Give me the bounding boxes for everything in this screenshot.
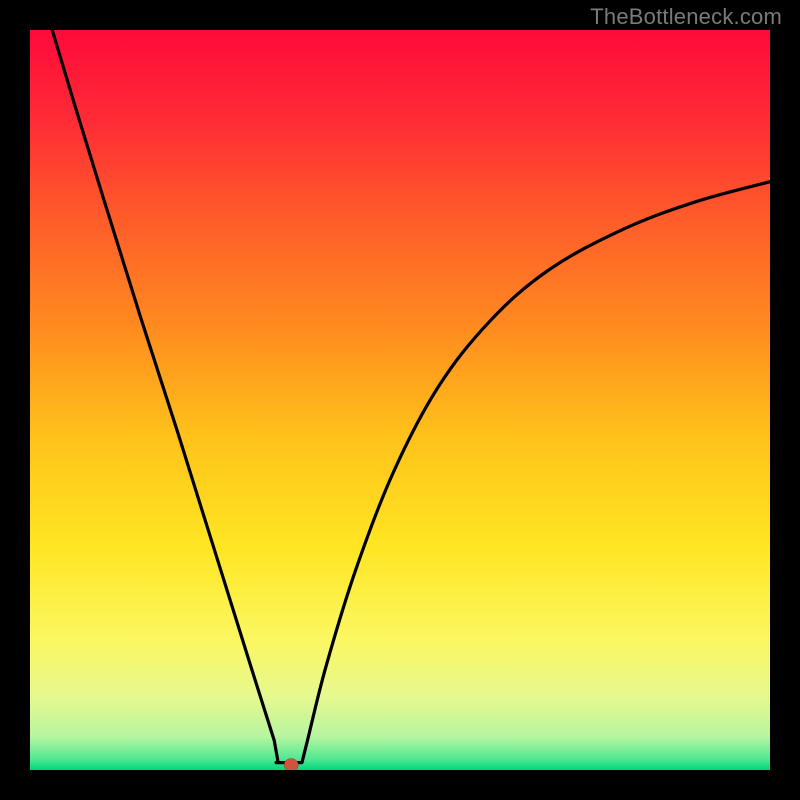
frame-right	[770, 0, 800, 800]
bottleneck-chart	[0, 0, 800, 800]
watermark-text: TheBottleneck.com	[590, 4, 782, 30]
frame-bottom	[0, 770, 800, 800]
frame-left	[0, 0, 30, 800]
plot-background	[30, 30, 770, 770]
